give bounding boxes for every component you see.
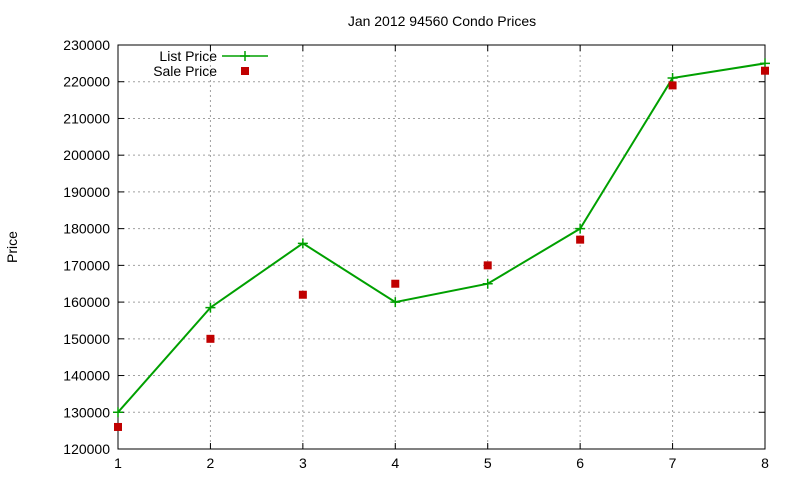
x-tick-label: 1 <box>114 455 122 471</box>
series-sale-price <box>114 66 769 431</box>
x-tick-label: 6 <box>576 455 584 471</box>
sale-price-point <box>206 334 215 343</box>
list-price-point <box>482 278 493 289</box>
legend: List Price Sale Price <box>153 48 268 79</box>
x-tick-label: 4 <box>391 455 399 471</box>
y-axis-tick-labels: 120000 130000 140000 150000 160000 170000 1800… <box>63 37 110 457</box>
x-tick-label: 3 <box>299 455 307 471</box>
x-tick-label: 8 <box>761 455 769 471</box>
y-tick-label: 230000 <box>63 37 110 53</box>
y-tick-label: 140000 <box>63 368 110 384</box>
legend-label-list-price: List Price <box>159 48 217 64</box>
x-tick-label: 5 <box>484 455 492 471</box>
x-axis-tick-labels: 1 2 3 4 5 6 7 8 <box>114 455 769 471</box>
list-price-point <box>113 407 123 418</box>
sale-price-point <box>298 290 307 299</box>
y-tick-label: 120000 <box>63 441 110 457</box>
legend-marker-sale-price <box>241 67 249 75</box>
y-tick-label: 160000 <box>63 294 110 310</box>
legend-marker-list-price <box>240 51 250 61</box>
y-axis-label: Price <box>4 231 20 263</box>
list-price-point <box>205 302 216 313</box>
sale-price-point <box>576 235 585 244</box>
y-tick-label: 200000 <box>63 147 110 163</box>
sale-price-point <box>114 422 122 431</box>
y-tick-label: 180000 <box>63 221 110 237</box>
series <box>113 58 770 431</box>
list-price-line <box>117 62 766 413</box>
y-tick-label: 150000 <box>63 331 110 347</box>
grid <box>118 45 765 449</box>
legend-label-sale-price: Sale Price <box>153 63 217 79</box>
y-tick-label: 170000 <box>63 257 110 273</box>
sale-price-point <box>391 279 400 288</box>
sale-price-point <box>668 81 677 90</box>
y-tick-label: 220000 <box>63 74 110 90</box>
y-tick-label: 210000 <box>63 110 110 126</box>
x-tick-label: 7 <box>669 455 677 471</box>
axis-ticks <box>117 44 766 450</box>
sale-price-point <box>761 66 769 75</box>
list-price-point <box>390 297 401 308</box>
x-tick-label: 2 <box>207 455 215 471</box>
list-price-point <box>575 223 586 234</box>
chart-title: Jan 2012 94560 Condo Prices <box>348 13 536 29</box>
y-tick-label: 190000 <box>63 184 110 200</box>
plot-frame <box>117 44 766 450</box>
y-tick-label: 130000 <box>63 404 110 420</box>
series-list-price <box>113 58 770 418</box>
list-price-point <box>297 238 308 249</box>
list-price-point <box>760 58 770 69</box>
list-price-point <box>667 73 678 84</box>
sale-price-point <box>483 261 492 270</box>
